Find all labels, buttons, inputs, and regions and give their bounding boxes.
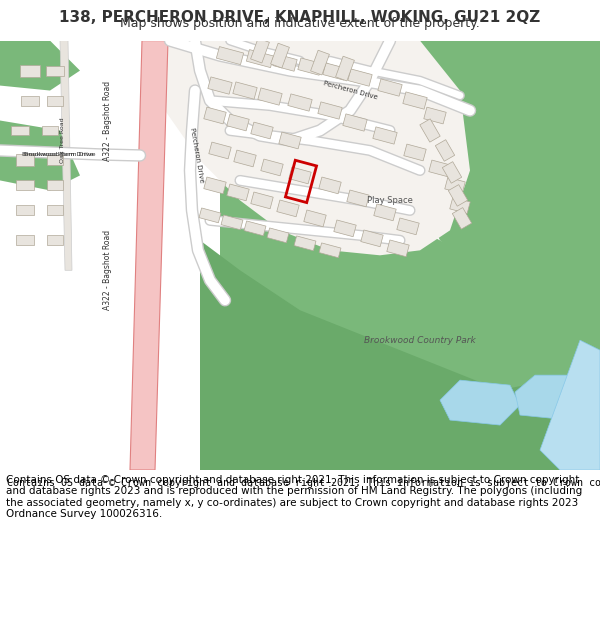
FancyBboxPatch shape [319,177,341,194]
FancyBboxPatch shape [251,38,269,63]
FancyBboxPatch shape [16,236,34,246]
FancyBboxPatch shape [279,132,301,149]
FancyBboxPatch shape [311,50,329,75]
FancyBboxPatch shape [42,126,58,136]
FancyBboxPatch shape [319,243,341,258]
FancyBboxPatch shape [436,139,455,161]
Polygon shape [0,121,80,191]
FancyBboxPatch shape [318,102,342,119]
FancyBboxPatch shape [217,47,244,64]
Text: Brookwood Farm Drive: Brookwood Farm Drive [22,152,94,157]
FancyBboxPatch shape [233,82,257,99]
FancyBboxPatch shape [251,192,273,209]
Text: Contains OS data © Crown copyright and database right 2021. This information is : Contains OS data © Crown copyright and d… [7,478,600,488]
FancyBboxPatch shape [46,66,64,76]
FancyBboxPatch shape [234,150,256,167]
FancyBboxPatch shape [47,96,63,106]
Polygon shape [60,41,72,270]
FancyBboxPatch shape [20,64,40,77]
FancyBboxPatch shape [16,154,34,166]
FancyBboxPatch shape [374,204,396,221]
FancyBboxPatch shape [273,54,297,71]
FancyBboxPatch shape [335,56,355,81]
Text: Play Space: Play Space [367,196,413,205]
FancyBboxPatch shape [227,114,249,131]
Polygon shape [380,41,600,290]
FancyBboxPatch shape [21,96,39,106]
FancyBboxPatch shape [373,127,397,144]
Polygon shape [200,41,600,470]
Text: Map shows position and indicative extent of the property.: Map shows position and indicative extent… [120,18,480,31]
FancyBboxPatch shape [348,69,372,86]
FancyBboxPatch shape [442,162,461,183]
FancyBboxPatch shape [258,88,282,105]
FancyBboxPatch shape [323,63,347,80]
FancyBboxPatch shape [47,181,63,191]
Polygon shape [515,375,590,420]
FancyBboxPatch shape [204,107,226,124]
Text: Oak Tree Road: Oak Tree Road [59,118,65,163]
FancyBboxPatch shape [343,114,367,131]
FancyBboxPatch shape [11,126,29,136]
FancyBboxPatch shape [452,208,472,229]
Text: A322 - Bagshot Road: A322 - Bagshot Road [103,81,112,161]
FancyBboxPatch shape [420,119,440,142]
FancyBboxPatch shape [208,77,232,94]
FancyBboxPatch shape [267,228,289,242]
Text: Percheron Drive: Percheron Drive [189,127,205,183]
Text: Brookwood Country Park: Brookwood Country Park [364,336,476,345]
Text: A322 - Bagshot Road: A322 - Bagshot Road [103,230,112,311]
FancyBboxPatch shape [47,236,63,246]
FancyBboxPatch shape [271,43,289,68]
FancyBboxPatch shape [244,221,266,236]
FancyBboxPatch shape [289,167,311,184]
FancyBboxPatch shape [378,79,402,96]
FancyBboxPatch shape [209,142,231,159]
FancyBboxPatch shape [251,122,273,139]
FancyBboxPatch shape [199,208,221,222]
FancyBboxPatch shape [424,107,446,124]
FancyBboxPatch shape [445,177,465,194]
FancyBboxPatch shape [47,206,63,216]
Polygon shape [440,380,520,425]
Polygon shape [155,41,470,255]
FancyBboxPatch shape [277,200,299,217]
FancyBboxPatch shape [334,220,356,237]
FancyBboxPatch shape [294,236,316,251]
Text: Brookwood Farm Drive: Brookwood Farm Drive [24,152,96,157]
Polygon shape [130,41,168,470]
FancyBboxPatch shape [261,159,283,176]
FancyBboxPatch shape [397,218,419,235]
Text: 138, PERCHERON DRIVE, KNAPHILL, WOKING, GU21 2QZ: 138, PERCHERON DRIVE, KNAPHILL, WOKING, … [59,10,541,25]
FancyBboxPatch shape [450,198,470,214]
FancyBboxPatch shape [361,230,383,247]
FancyBboxPatch shape [288,94,312,111]
Text: Percheron Drive: Percheron Drive [322,81,378,101]
FancyBboxPatch shape [16,206,34,216]
FancyBboxPatch shape [47,156,63,166]
FancyBboxPatch shape [16,181,34,191]
FancyBboxPatch shape [429,160,451,177]
FancyBboxPatch shape [204,177,226,194]
FancyBboxPatch shape [304,210,326,227]
FancyBboxPatch shape [387,240,409,257]
FancyBboxPatch shape [403,92,427,109]
FancyBboxPatch shape [404,144,426,161]
FancyBboxPatch shape [247,49,274,68]
Polygon shape [200,241,600,470]
FancyBboxPatch shape [227,184,249,201]
FancyBboxPatch shape [298,58,322,75]
Polygon shape [0,41,80,91]
Text: Contains OS data © Crown copyright and database right 2021. This information is : Contains OS data © Crown copyright and d… [6,474,582,519]
Polygon shape [540,340,600,470]
FancyBboxPatch shape [221,215,243,230]
FancyBboxPatch shape [347,190,369,207]
FancyBboxPatch shape [448,184,467,206]
